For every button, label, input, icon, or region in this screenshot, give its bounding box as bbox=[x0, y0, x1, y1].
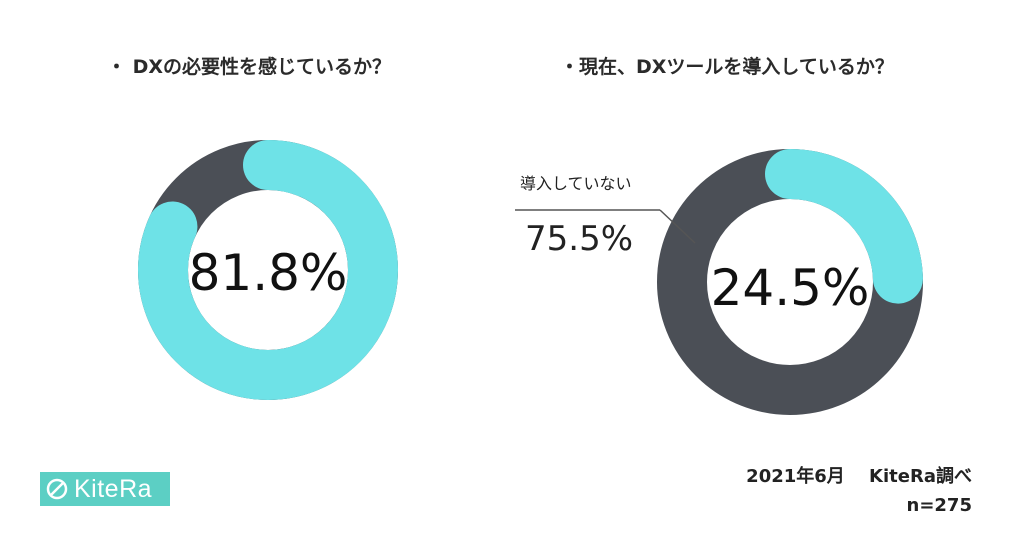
center-label-dx-tool-adoption: 24.5% bbox=[711, 259, 870, 317]
donut-chart-dx-tool-adoption bbox=[657, 149, 923, 415]
donut-slice-highlight bbox=[138, 140, 398, 400]
chart-title-dx-necessity: ・ DXの必要性を感じているか？ bbox=[107, 56, 392, 78]
center-label-dx-necessity: 81.8% bbox=[189, 244, 348, 302]
donut-chart-dx-necessity bbox=[138, 140, 398, 400]
logo-text: KiteRa bbox=[74, 474, 153, 503]
donut-slice-highlight bbox=[765, 149, 923, 304]
callout-leader-diagonal bbox=[659, 209, 696, 244]
chart-title-dx-tool-adoption: ・現在、DXツールを導入しているか？ bbox=[560, 56, 894, 78]
link-icon bbox=[40, 472, 74, 506]
sample-size: n=275 bbox=[906, 495, 972, 516]
callout-value-not-adopted: 75.5% bbox=[525, 219, 633, 259]
source-note: 2021年6月 KiteRa調べ bbox=[746, 466, 972, 487]
kitera-logo: KiteRa bbox=[40, 472, 170, 506]
callout-label-not-adopted: 導入していない bbox=[520, 174, 632, 193]
